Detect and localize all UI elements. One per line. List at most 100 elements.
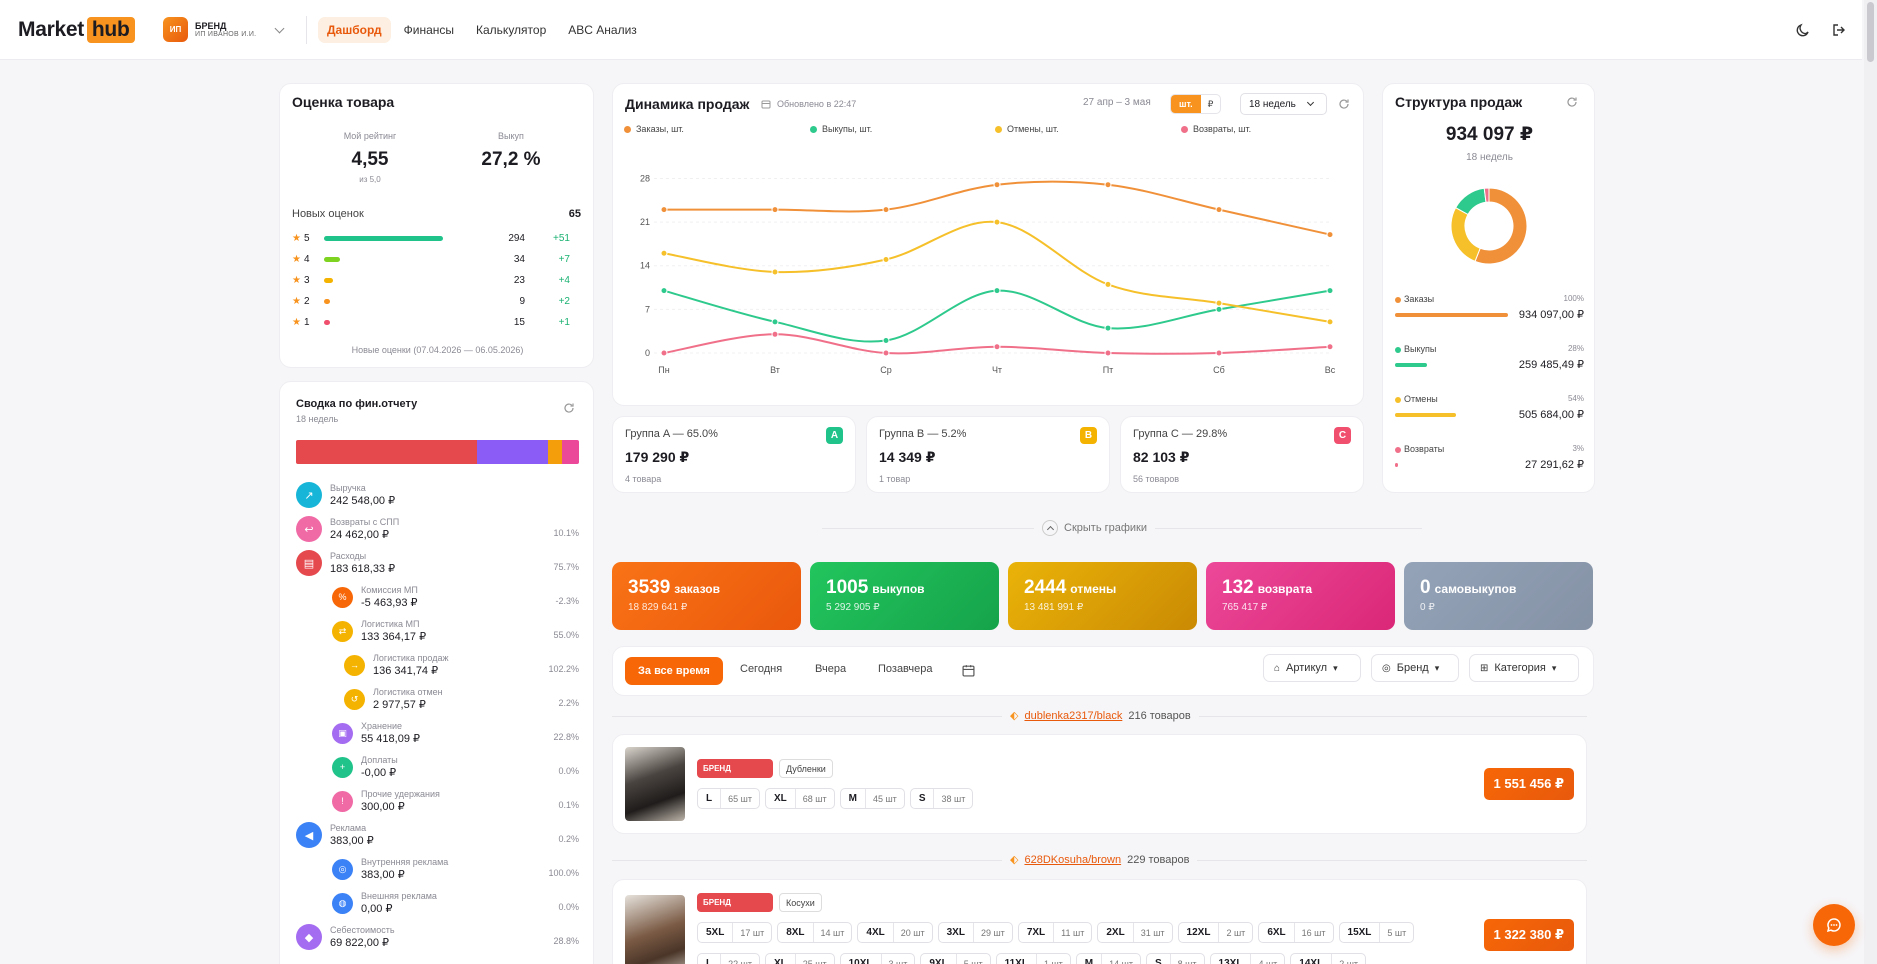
period-yesterday[interactable]: Вчера	[815, 663, 847, 675]
size-chip[interactable]: XL 25 шт	[764, 953, 835, 964]
data-point[interactable]	[1215, 305, 1223, 313]
size-chip[interactable]: 12XL 2 шт	[1177, 922, 1254, 943]
logout-icon[interactable]	[1831, 22, 1847, 38]
stat-tile[interactable]: 1005 выкупов 5 292 905 ₽	[810, 562, 999, 630]
abc-group-card[interactable]: Группа B — 5.2% 14 349 ₽ 1 товар B	[866, 416, 1110, 493]
data-point[interactable]	[882, 349, 890, 357]
size-chip[interactable]: XL 68 шт	[764, 788, 835, 809]
product-image[interactable]	[625, 895, 685, 964]
size-chip[interactable]: 10XL 3 шт	[839, 953, 916, 964]
stat-tile[interactable]: 132 возврата 765 417 ₽	[1206, 562, 1395, 630]
weeks-select[interactable]: 18 недель	[1240, 93, 1327, 115]
size-chip[interactable]: 14XL 2 шт	[1290, 953, 1367, 964]
period-all-time[interactable]: За все время	[625, 657, 723, 685]
data-point[interactable]	[660, 287, 668, 295]
data-point[interactable]	[660, 206, 668, 214]
nav-finance[interactable]: Финансы	[403, 23, 455, 37]
size-chip[interactable]: S 38 шт	[909, 788, 974, 809]
size-chip[interactable]: M 14 шт	[1075, 953, 1141, 964]
refresh-icon[interactable]	[563, 402, 575, 414]
stat-tile[interactable]: 3539 заказов 18 829 641 ₽	[612, 562, 801, 630]
brand-filter[interactable]: ◎ Бренд ▾	[1371, 654, 1459, 682]
size-chip[interactable]: L 65 шт	[697, 788, 760, 809]
data-point[interactable]	[1215, 299, 1223, 307]
data-point[interactable]	[771, 268, 779, 276]
stat-tile[interactable]: 0 самовыкупов 0 ₽	[1404, 562, 1593, 630]
data-point[interactable]	[660, 349, 668, 357]
period-day-before[interactable]: Позавчера	[878, 663, 933, 675]
donut-segment[interactable]	[1474, 187, 1528, 265]
calendar-icon[interactable]	[962, 664, 975, 677]
size-chip[interactable]: 5XL 17 шт	[697, 922, 773, 943]
product-card[interactable]: БРЕНД Косухи 5XL 17 шт 8XL 14 шт 4XL 20 шт 3XL…	[612, 879, 1587, 964]
size-chip[interactable]: M 45 шт	[839, 788, 905, 809]
size-chip[interactable]: 15XL 5 шт	[1338, 922, 1415, 943]
data-point[interactable]	[1215, 349, 1223, 357]
toggle-rub[interactable]: ₽	[1207, 99, 1214, 109]
product-image[interactable]	[625, 747, 685, 821]
donut-segment[interactable]	[1450, 207, 1481, 262]
refresh-icon[interactable]	[1566, 96, 1578, 108]
scrollbar-track[interactable]	[1864, 0, 1877, 964]
data-point[interactable]	[771, 206, 779, 214]
data-point[interactable]	[1104, 349, 1112, 357]
category-filter[interactable]: ⊞ Категория ▾	[1469, 654, 1579, 682]
data-point[interactable]	[1326, 287, 1334, 295]
data-point[interactable]	[993, 218, 1001, 226]
chat-button[interactable]	[1813, 904, 1855, 946]
nav-abc[interactable]: ABC Анализ	[568, 23, 637, 37]
size-chip[interactable]: 13XL 4 шт	[1209, 953, 1286, 964]
size-chip[interactable]: 4XL 20 шт	[857, 922, 933, 943]
data-point[interactable]	[882, 256, 890, 263]
legend-buyouts[interactable]: Выкупы, шт.	[810, 124, 872, 134]
size-chip[interactable]: S 8 шт	[1146, 953, 1205, 964]
size-chip[interactable]: 2XL 31 шт	[1097, 922, 1173, 943]
data-point[interactable]	[1326, 318, 1334, 326]
size-chip[interactable]: 6XL 16 шт	[1258, 922, 1334, 943]
nav-calculator[interactable]: Калькулятор	[476, 23, 547, 37]
data-point[interactable]	[993, 287, 1001, 295]
data-point[interactable]	[771, 330, 779, 338]
legend-cancels[interactable]: Отмены, шт.	[995, 124, 1059, 134]
legend-orders[interactable]: Заказы, шт.	[624, 124, 684, 134]
refresh-icon[interactable]	[1338, 98, 1350, 110]
data-point[interactable]	[1326, 231, 1334, 239]
toggle-pcs[interactable]: шт.	[1171, 95, 1201, 113]
article-link[interactable]: dublenka2317/black	[1024, 709, 1123, 722]
data-point[interactable]	[1104, 324, 1112, 332]
article-link[interactable]: 628DKosuha/brown	[1024, 853, 1122, 866]
donut-segment[interactable]	[1483, 187, 1490, 203]
data-point[interactable]	[1326, 343, 1334, 351]
data-point[interactable]	[1104, 280, 1112, 288]
size-chip[interactable]: 8XL 14 шт	[777, 922, 853, 943]
chevron-down-icon[interactable]	[274, 23, 285, 34]
data-point[interactable]	[771, 318, 779, 326]
scrollbar-thumb[interactable]	[1867, 2, 1874, 62]
hide-charts-toggle[interactable]: Скрыть графики	[1034, 518, 1156, 538]
size-chip[interactable]: 7XL 11 шт	[1017, 922, 1093, 943]
data-point[interactable]	[882, 337, 890, 345]
abc-group-card[interactable]: Группа C — 29.8% 82 103 ₽ 56 товаров C	[1120, 416, 1364, 493]
data-point[interactable]	[993, 343, 1001, 351]
data-point[interactable]	[1215, 206, 1223, 214]
article-filter[interactable]: ⌂ Артикул ▾	[1263, 654, 1361, 682]
data-point[interactable]	[1104, 181, 1112, 189]
size-chip[interactable]: 11XL 1 шт	[995, 953, 1071, 964]
period-today[interactable]: Сегодня	[740, 663, 783, 675]
data-point[interactable]	[882, 206, 890, 214]
data-point[interactable]	[660, 249, 668, 257]
nav-dashboard[interactable]: Дашборд	[318, 17, 391, 43]
legend-returns[interactable]: Возвраты, шт.	[1181, 124, 1251, 134]
fin-row-label: Внутренняя реклама	[361, 857, 449, 867]
size-chip[interactable]: 3XL 29 шт	[937, 922, 1013, 943]
donut-segment[interactable]	[1455, 187, 1487, 216]
stat-tile[interactable]: 2444 отмены 13 481 991 ₽	[1008, 562, 1197, 630]
data-point[interactable]	[993, 181, 1001, 189]
size-chip[interactable]: 9XL 5 шт	[920, 953, 991, 964]
size-chip[interactable]: L 22 шт	[697, 953, 760, 964]
abc-group-card[interactable]: Группа A — 65.0% 179 290 ₽ 4 товара A	[612, 416, 856, 493]
brand-selector[interactable]: ИП БРЕНД ИП ИВАНОВ И.И.	[163, 17, 256, 42]
app-logo[interactable]: Market hub	[18, 17, 135, 43]
product-card[interactable]: БРЕНД Дубленки L 65 шт XL 68 шт M 45 шт S 38 шт…	[612, 734, 1587, 834]
moon-icon[interactable]	[1795, 22, 1811, 38]
